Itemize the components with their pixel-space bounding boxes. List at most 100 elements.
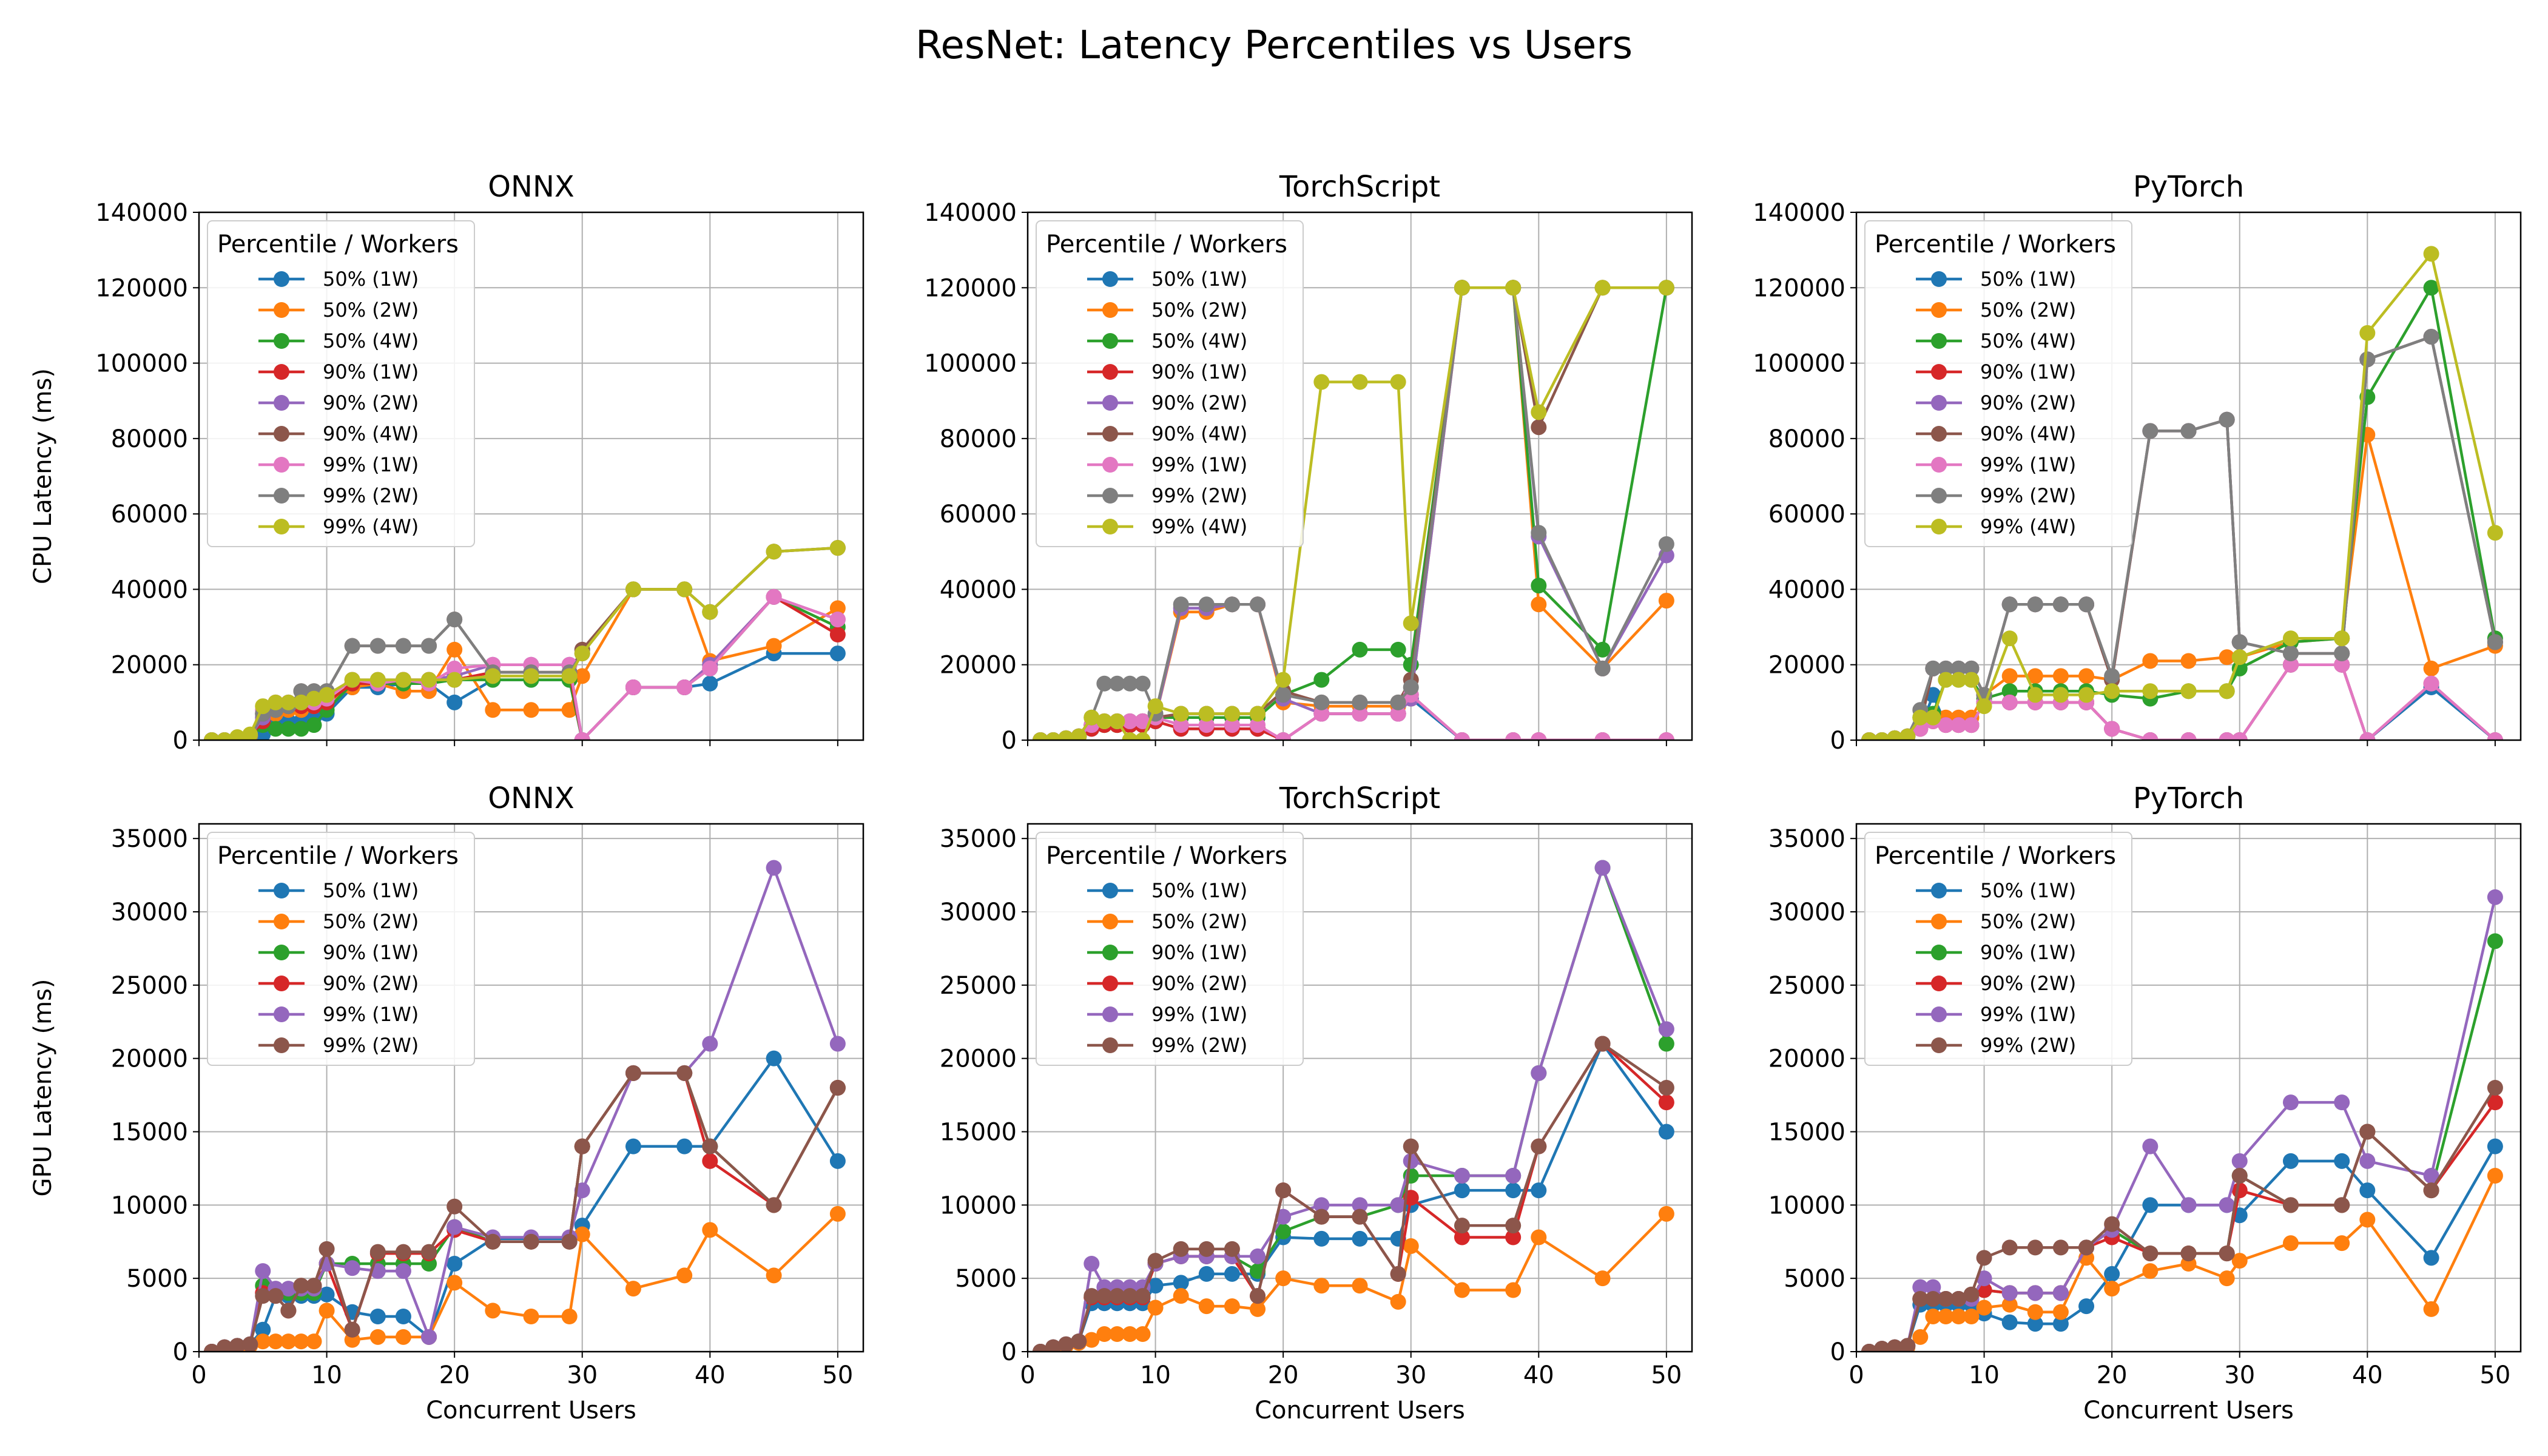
data-point — [702, 1036, 718, 1052]
data-point — [421, 1244, 437, 1260]
data-point — [766, 588, 782, 605]
data-point — [2219, 411, 2235, 428]
data-point — [829, 645, 846, 662]
plot-area — [1033, 860, 1674, 1352]
data-point — [395, 1263, 411, 1279]
data-point — [2027, 687, 2043, 703]
data-point — [1950, 660, 1967, 676]
data-point — [2052, 1304, 2069, 1320]
legend-swatch-marker — [274, 302, 289, 318]
x-axis-label: Concurrent Users — [1255, 1397, 1465, 1424]
data-point — [1096, 1288, 1113, 1304]
axes-frame — [198, 823, 864, 1353]
data-point — [1976, 1299, 1992, 1316]
data-point — [280, 721, 297, 737]
data-point — [2001, 1239, 2018, 1256]
legend-swatch-marker — [1102, 976, 1118, 991]
data-point — [1976, 1270, 1992, 1287]
data-point — [702, 1138, 718, 1154]
data-point — [2423, 280, 2439, 296]
data-point — [1658, 1205, 1674, 1222]
data-point — [1874, 732, 1890, 740]
data-point — [447, 612, 463, 628]
data-point — [2359, 351, 2376, 368]
data-point — [1925, 709, 1941, 726]
data-point — [1594, 641, 1611, 658]
data-point — [1963, 672, 1980, 688]
axes-frame — [1855, 211, 2522, 741]
data-point — [2052, 596, 2069, 613]
data-point — [255, 1263, 271, 1279]
x-tick-label: 50 — [822, 1361, 853, 1389]
data-point — [293, 721, 309, 737]
data-point — [1198, 706, 1215, 722]
data-point — [1390, 706, 1406, 722]
data-point — [485, 702, 501, 718]
data-point — [1950, 672, 1967, 688]
data-point — [2180, 423, 2197, 439]
legend-label: 99% (2W) — [1151, 484, 1247, 507]
legend-swatch-marker — [1102, 914, 1118, 929]
data-point — [1531, 1182, 1547, 1199]
data-point — [574, 1182, 590, 1199]
data-point — [344, 672, 360, 688]
data-point — [766, 1197, 782, 1213]
data-point — [2180, 1197, 2197, 1213]
y-tick-label: 20000 — [1768, 652, 1845, 679]
data-point — [2487, 1138, 2503, 1154]
data-point — [574, 1226, 590, 1242]
y-tick-label: 20000 — [940, 1045, 1017, 1073]
data-point — [2052, 687, 2069, 703]
data-point — [1912, 1291, 1929, 1307]
data-point — [293, 694, 309, 710]
data-point — [2052, 668, 2069, 684]
data-point — [1658, 593, 1674, 609]
data-point — [2231, 1253, 2248, 1269]
panel-0: 0 20000 40000 60000 80000 100000 120000 140000 O… — [29, 170, 864, 755]
data-point — [2334, 1094, 2350, 1111]
data-point — [1058, 730, 1074, 740]
data-point — [2104, 721, 2120, 737]
y-tick-label: 20000 — [111, 1045, 188, 1073]
legend-swatch-marker — [274, 1037, 289, 1053]
data-point — [1173, 1275, 1189, 1291]
plot-area — [1861, 889, 2503, 1352]
legend-swatch-marker — [1931, 395, 1947, 411]
legend-swatch-marker — [1102, 945, 1118, 960]
data-point — [523, 1233, 539, 1250]
legend-label: 50% (1W) — [1151, 879, 1247, 902]
plot-area — [204, 860, 846, 1352]
data-point — [2001, 596, 2018, 613]
data-point — [766, 544, 782, 560]
data-point — [1198, 717, 1215, 733]
y-tick-label: 80000 — [111, 425, 188, 453]
legend-swatch-marker — [1102, 395, 1118, 411]
legend-label: 90% (4W) — [1980, 422, 2076, 445]
data-point — [1313, 694, 1330, 710]
data-point — [561, 668, 578, 684]
data-point — [1071, 728, 1087, 740]
data-point — [523, 668, 539, 684]
data-point — [1505, 1229, 1522, 1245]
data-point — [2052, 1316, 2069, 1332]
data-point — [1531, 404, 1547, 420]
data-point — [2104, 1281, 2120, 1297]
data-point — [2219, 1245, 2235, 1262]
y-tick-label: 35000 — [940, 825, 1017, 853]
data-point — [1224, 706, 1240, 722]
legend-label: 99% (4W) — [323, 515, 419, 538]
data-point — [1147, 1278, 1164, 1294]
legend-swatch-marker — [1931, 914, 1947, 929]
data-point — [1594, 1036, 1611, 1052]
data-point — [1925, 1309, 1941, 1324]
legend-label: 50% (4W) — [323, 329, 419, 352]
data-point — [1250, 1288, 1266, 1304]
data-point — [2423, 1168, 2439, 1184]
data-point — [1531, 1138, 1547, 1154]
legend-label: 50% (1W) — [323, 879, 419, 902]
data-point — [766, 860, 782, 876]
legend-label: 50% (1W) — [323, 268, 419, 291]
y-tick-label: 30000 — [111, 898, 188, 926]
x-tick-label: 30 — [567, 1361, 598, 1389]
data-point — [2027, 596, 2043, 613]
